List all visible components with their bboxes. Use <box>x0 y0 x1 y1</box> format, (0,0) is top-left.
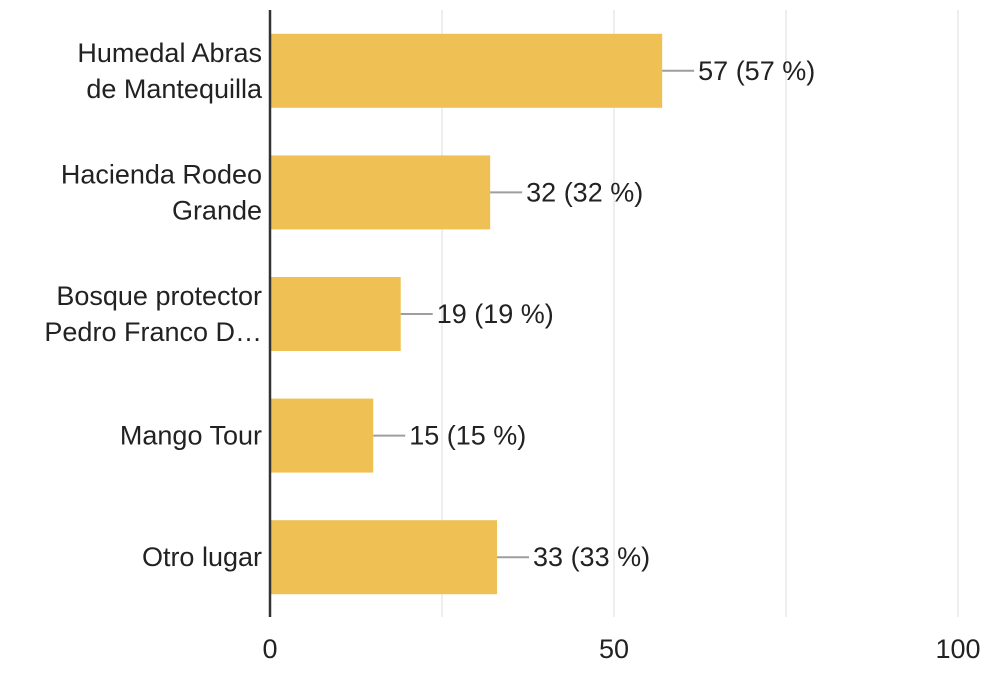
bar <box>270 398 374 473</box>
labels: 57 (57 %) Humedal Abras de Mantequilla 32 (… <box>44 38 980 664</box>
data-label: 19 (19 %) <box>437 299 554 329</box>
bar <box>270 277 401 351</box>
bar <box>270 520 498 595</box>
category-label: Hacienda Rodeo <box>61 159 262 189</box>
data-label: 32 (32 %) <box>526 177 643 207</box>
category-label: Otro lugar <box>142 542 262 572</box>
category-label: Mango Tour <box>120 421 262 451</box>
category-label: Pedro Franco D… <box>44 317 262 347</box>
bars <box>270 33 663 595</box>
x-tick-label: 50 <box>599 634 629 664</box>
x-tick-label: 0 <box>262 634 277 664</box>
category-label: Humedal Abras <box>77 38 262 68</box>
gridlines <box>441 10 959 617</box>
x-tick-label: 100 <box>935 634 980 664</box>
category-label: Grande <box>172 195 262 225</box>
category-label: de Mantequilla <box>86 74 263 104</box>
data-label: 33 (33 %) <box>533 542 650 572</box>
category-label: Bosque protector <box>56 281 262 311</box>
bar <box>270 33 663 108</box>
bar <box>270 155 491 230</box>
data-label: 57 (57 %) <box>698 56 815 86</box>
data-label: 15 (15 %) <box>409 421 526 451</box>
